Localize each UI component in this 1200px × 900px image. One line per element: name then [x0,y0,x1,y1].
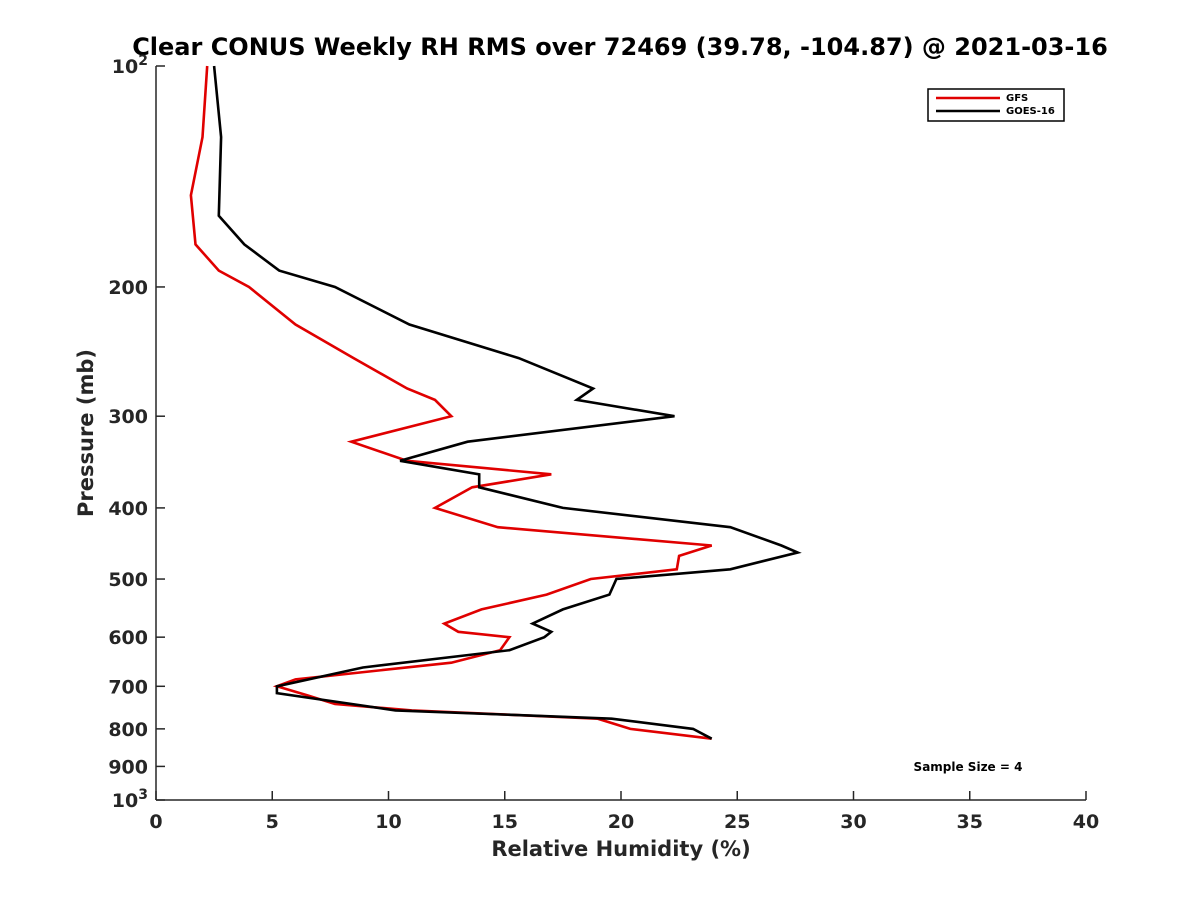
x-tick-label: 35 [957,811,983,833]
x-tick-label: 10 [375,811,401,833]
y-tick-label: 103 [112,787,148,812]
y-tick-label: 500 [108,569,148,591]
y-tick-label: 600 [108,627,148,649]
x-tick-label: 20 [608,811,634,833]
y-tick-label: 400 [108,498,148,520]
x-ticks: 0 5 10 15 20 25 30 35 40 [149,791,1099,833]
series-line-gfs [189,65,713,740]
y-tick-label: 700 [108,676,148,698]
legend: GFS GOES-16 [927,88,1065,122]
sample-size-annotation: Sample Size = 4 [914,760,1023,774]
y-tick-label: 800 [108,719,148,741]
y-axis-label: Pressure (mb) [74,349,98,517]
y-tick-label: 102 [112,53,148,78]
y-tick-label: 900 [108,756,148,778]
x-tick-label: 40 [1073,811,1099,833]
plot-area: 0 5 10 15 20 25 30 35 40 102 200 300 400 500 600 700 80… [108,53,1099,833]
y-tick-label: 300 [108,406,148,428]
legend-label-gfs: GFS [1006,93,1028,104]
series-lines [189,65,802,740]
y-tick-label: 200 [108,277,148,299]
x-tick-label: 25 [724,811,750,833]
legend-label-goes16: GOES-16 [1006,106,1055,117]
chart-title: Clear CONUS Weekly RH RMS over 72469 (39… [132,33,1108,61]
legend-box [927,88,1065,122]
series-line-goes16 [212,65,802,740]
x-tick-label: 5 [266,811,279,833]
x-axis-label: Relative Humidity (%) [491,837,750,861]
x-tick-label: 30 [840,811,866,833]
x-tick-label: 15 [492,811,518,833]
y-ticks: 102 200 300 400 500 600 700 800 900 103 [108,53,165,812]
x-tick-label: 0 [149,811,162,833]
